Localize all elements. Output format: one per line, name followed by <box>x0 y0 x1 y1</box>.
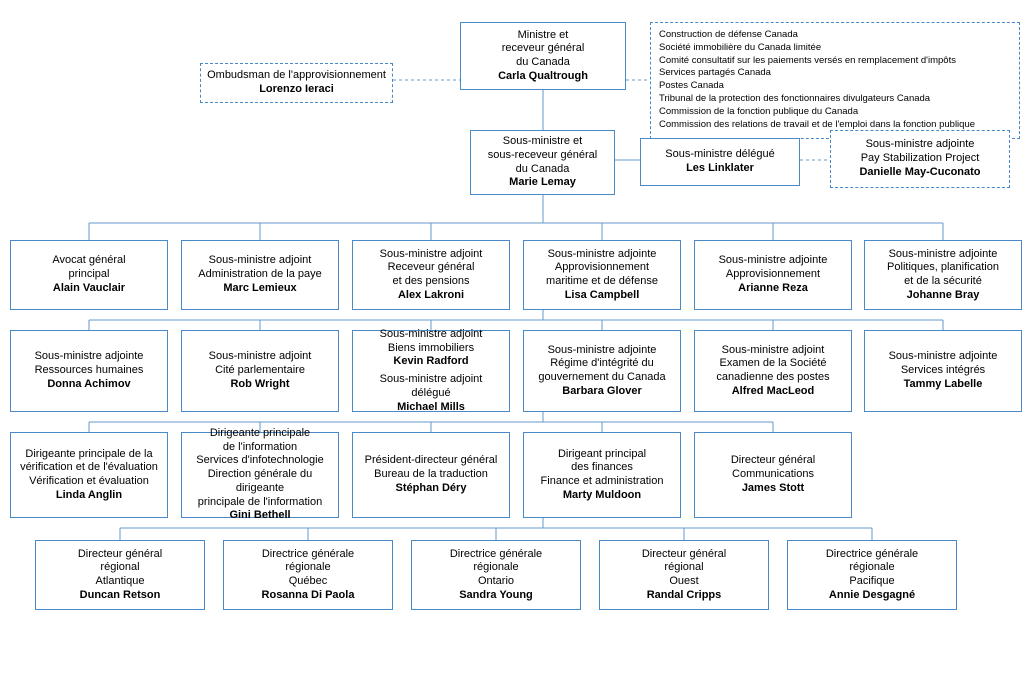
name: Kevin Radford <box>393 355 468 369</box>
org-box: Sous-ministre adjointeRessources humaine… <box>10 330 168 412</box>
title: Sous-ministre adjointExamen de la Sociét… <box>716 344 829 385</box>
name: Annie Desgagné <box>829 589 915 603</box>
name: Gini Bethell <box>229 509 290 523</box>
org-box: Directrice généralerégionaleOntarioSandr… <box>411 540 581 610</box>
title: Directeur généralCommunications <box>731 454 815 482</box>
org-box: Dirigeante principale de lavérification … <box>10 432 168 518</box>
name: Lorenzo Ieraci <box>259 83 334 97</box>
title: Dirigeant principaldes financesFinance e… <box>541 448 664 489</box>
org-box: Sous-ministre adjointePolitiques, planif… <box>864 240 1022 310</box>
name: Rob Wright <box>230 378 289 392</box>
box-minister: Ministre etreceveur généraldu Canada Car… <box>460 22 626 90</box>
title: Sous-ministre adjointeApprovisionnementm… <box>546 248 658 289</box>
title: Sous-ministre adjointBiens immobiliers <box>380 328 483 356</box>
org-box: Sous-ministre adjointExamen de la Sociét… <box>694 330 852 412</box>
org-box: Directeur généralCommunicationsJames Sto… <box>694 432 852 518</box>
title: Sous-ministre adjointeServices intégrés <box>889 350 998 378</box>
title: Sous-ministre adjointeRessources humaine… <box>35 350 144 378</box>
org-list-item: Société immobilière du Canada limitée <box>659 42 1011 55</box>
name: Sandra Young <box>459 589 533 603</box>
name: Rosanna Di Paola <box>262 589 355 603</box>
name: Linda Anglin <box>56 489 122 503</box>
name: Carla Qualtrough <box>498 70 588 84</box>
title: Sous-ministre adjointReceveur généralet … <box>380 248 483 289</box>
org-box: Sous-ministre adjointReceveur généralet … <box>352 240 510 310</box>
title: Sous-ministre adjointeApprovisionnement <box>719 254 828 282</box>
box-ombudsman: Ombudsman de l'approvisionnement Lorenzo… <box>200 63 393 103</box>
org-box: Directeur généralrégionalOuestRandal Cri… <box>599 540 769 610</box>
name: Arianne Reza <box>738 282 808 296</box>
name: Randal Cripps <box>647 589 722 603</box>
name: Marty Muldoon <box>563 489 641 503</box>
title: Dirigeante principale de lavérification … <box>20 448 158 489</box>
title2: Sous-ministre adjointdélégué <box>380 373 483 401</box>
title: Sous-ministre adjointeRégime d'intégrité… <box>538 344 665 385</box>
org-box: Directeur généralrégionalAtlantiqueDunca… <box>35 540 205 610</box>
name: Donna Achimov <box>47 378 130 392</box>
title: Sous-ministre adjointAdministration de l… <box>198 254 322 282</box>
name: Duncan Retson <box>80 589 161 603</box>
org-list-item: Construction de défense Canada <box>659 29 1011 42</box>
box-pay-stabilization: Sous-ministre adjointePay Stabilization … <box>830 130 1010 188</box>
name: Alain Vauclair <box>53 282 125 296</box>
name: James Stott <box>742 482 804 496</box>
title: Ministre etreceveur généraldu Canada <box>502 29 585 70</box>
box-associate-deputy: Sous-ministre délégué Les Linklater <box>640 138 800 186</box>
title: Avocat généralprincipal <box>52 254 125 282</box>
title: Ombudsman de l'approvisionnement <box>207 69 386 83</box>
org-box: Directrice généralerégionaleQuébecRosann… <box>223 540 393 610</box>
name: Alex Lakroni <box>398 289 464 303</box>
org-list-item: Tribunal de la protection des fonctionna… <box>659 93 1011 106</box>
org-box: Sous-ministre adjointAdministration de l… <box>181 240 339 310</box>
org-box: Sous-ministre adjointeApprovisionnementA… <box>694 240 852 310</box>
box-deputy-minister: Sous-ministre etsous-receveur généraldu … <box>470 130 615 195</box>
title: Sous-ministre etsous-receveur généraldu … <box>488 135 597 176</box>
org-box: Sous-ministre adjointBiens immobiliersKe… <box>352 330 510 412</box>
name: Alfred MacLeod <box>732 385 815 399</box>
name: Lisa Campbell <box>565 289 640 303</box>
title: Président-directeur généralBureau de la … <box>365 454 498 482</box>
org-list: Construction de défense CanadaSociété im… <box>650 22 1020 139</box>
name: Barbara Glover <box>562 385 641 399</box>
title: Directeur généralrégionalOuest <box>642 548 726 589</box>
org-box: Dirigeante principalede l'informationSer… <box>181 432 339 518</box>
org-chart: Ministre etreceveur généraldu Canada Car… <box>0 0 1030 685</box>
title: Sous-ministre adjointePay Stabilization … <box>861 138 980 166</box>
name: Marc Lemieux <box>223 282 296 296</box>
title: Directeur généralrégionalAtlantique <box>78 548 162 589</box>
title: Sous-ministre délégué <box>665 148 774 162</box>
org-list-item: Postes Canada <box>659 80 1011 93</box>
org-box: Sous-ministre adjointeRégime d'intégrité… <box>523 330 681 412</box>
name2: Michael Mills <box>397 401 465 415</box>
title: Sous-ministre adjointCité parlementaire <box>209 350 312 378</box>
title: Directrice généralerégionaleOntario <box>450 548 542 589</box>
org-list-item: Commission de la fonction publique du Ca… <box>659 106 1011 119</box>
name: Danielle May-Cuconato <box>859 166 980 180</box>
title: Dirigeante principalede l'informationSer… <box>188 427 332 510</box>
org-box: Avocat généralprincipalAlain Vauclair <box>10 240 168 310</box>
name: Tammy Labelle <box>904 378 983 392</box>
name: Stéphan Déry <box>396 482 467 496</box>
org-box: Dirigeant principaldes financesFinance e… <box>523 432 681 518</box>
title: Directrice généralerégionalePacifique <box>826 548 918 589</box>
title: Sous-ministre adjointePolitiques, planif… <box>887 248 999 289</box>
name: Johanne Bray <box>907 289 980 303</box>
org-list-item: Services partagés Canada <box>659 67 1011 80</box>
org-box: Directrice généralerégionalePacifiqueAnn… <box>787 540 957 610</box>
org-box: Président-directeur généralBureau de la … <box>352 432 510 518</box>
org-box: Sous-ministre adjointeApprovisionnementm… <box>523 240 681 310</box>
name: Les Linklater <box>686 162 754 176</box>
org-box: Sous-ministre adjointCité parlementaireR… <box>181 330 339 412</box>
name: Marie Lemay <box>509 176 576 190</box>
org-list-item: Comité consultatif sur les paiements ver… <box>659 55 1011 68</box>
title: Directrice généralerégionaleQuébec <box>262 548 354 589</box>
org-box: Sous-ministre adjointeServices intégrésT… <box>864 330 1022 412</box>
